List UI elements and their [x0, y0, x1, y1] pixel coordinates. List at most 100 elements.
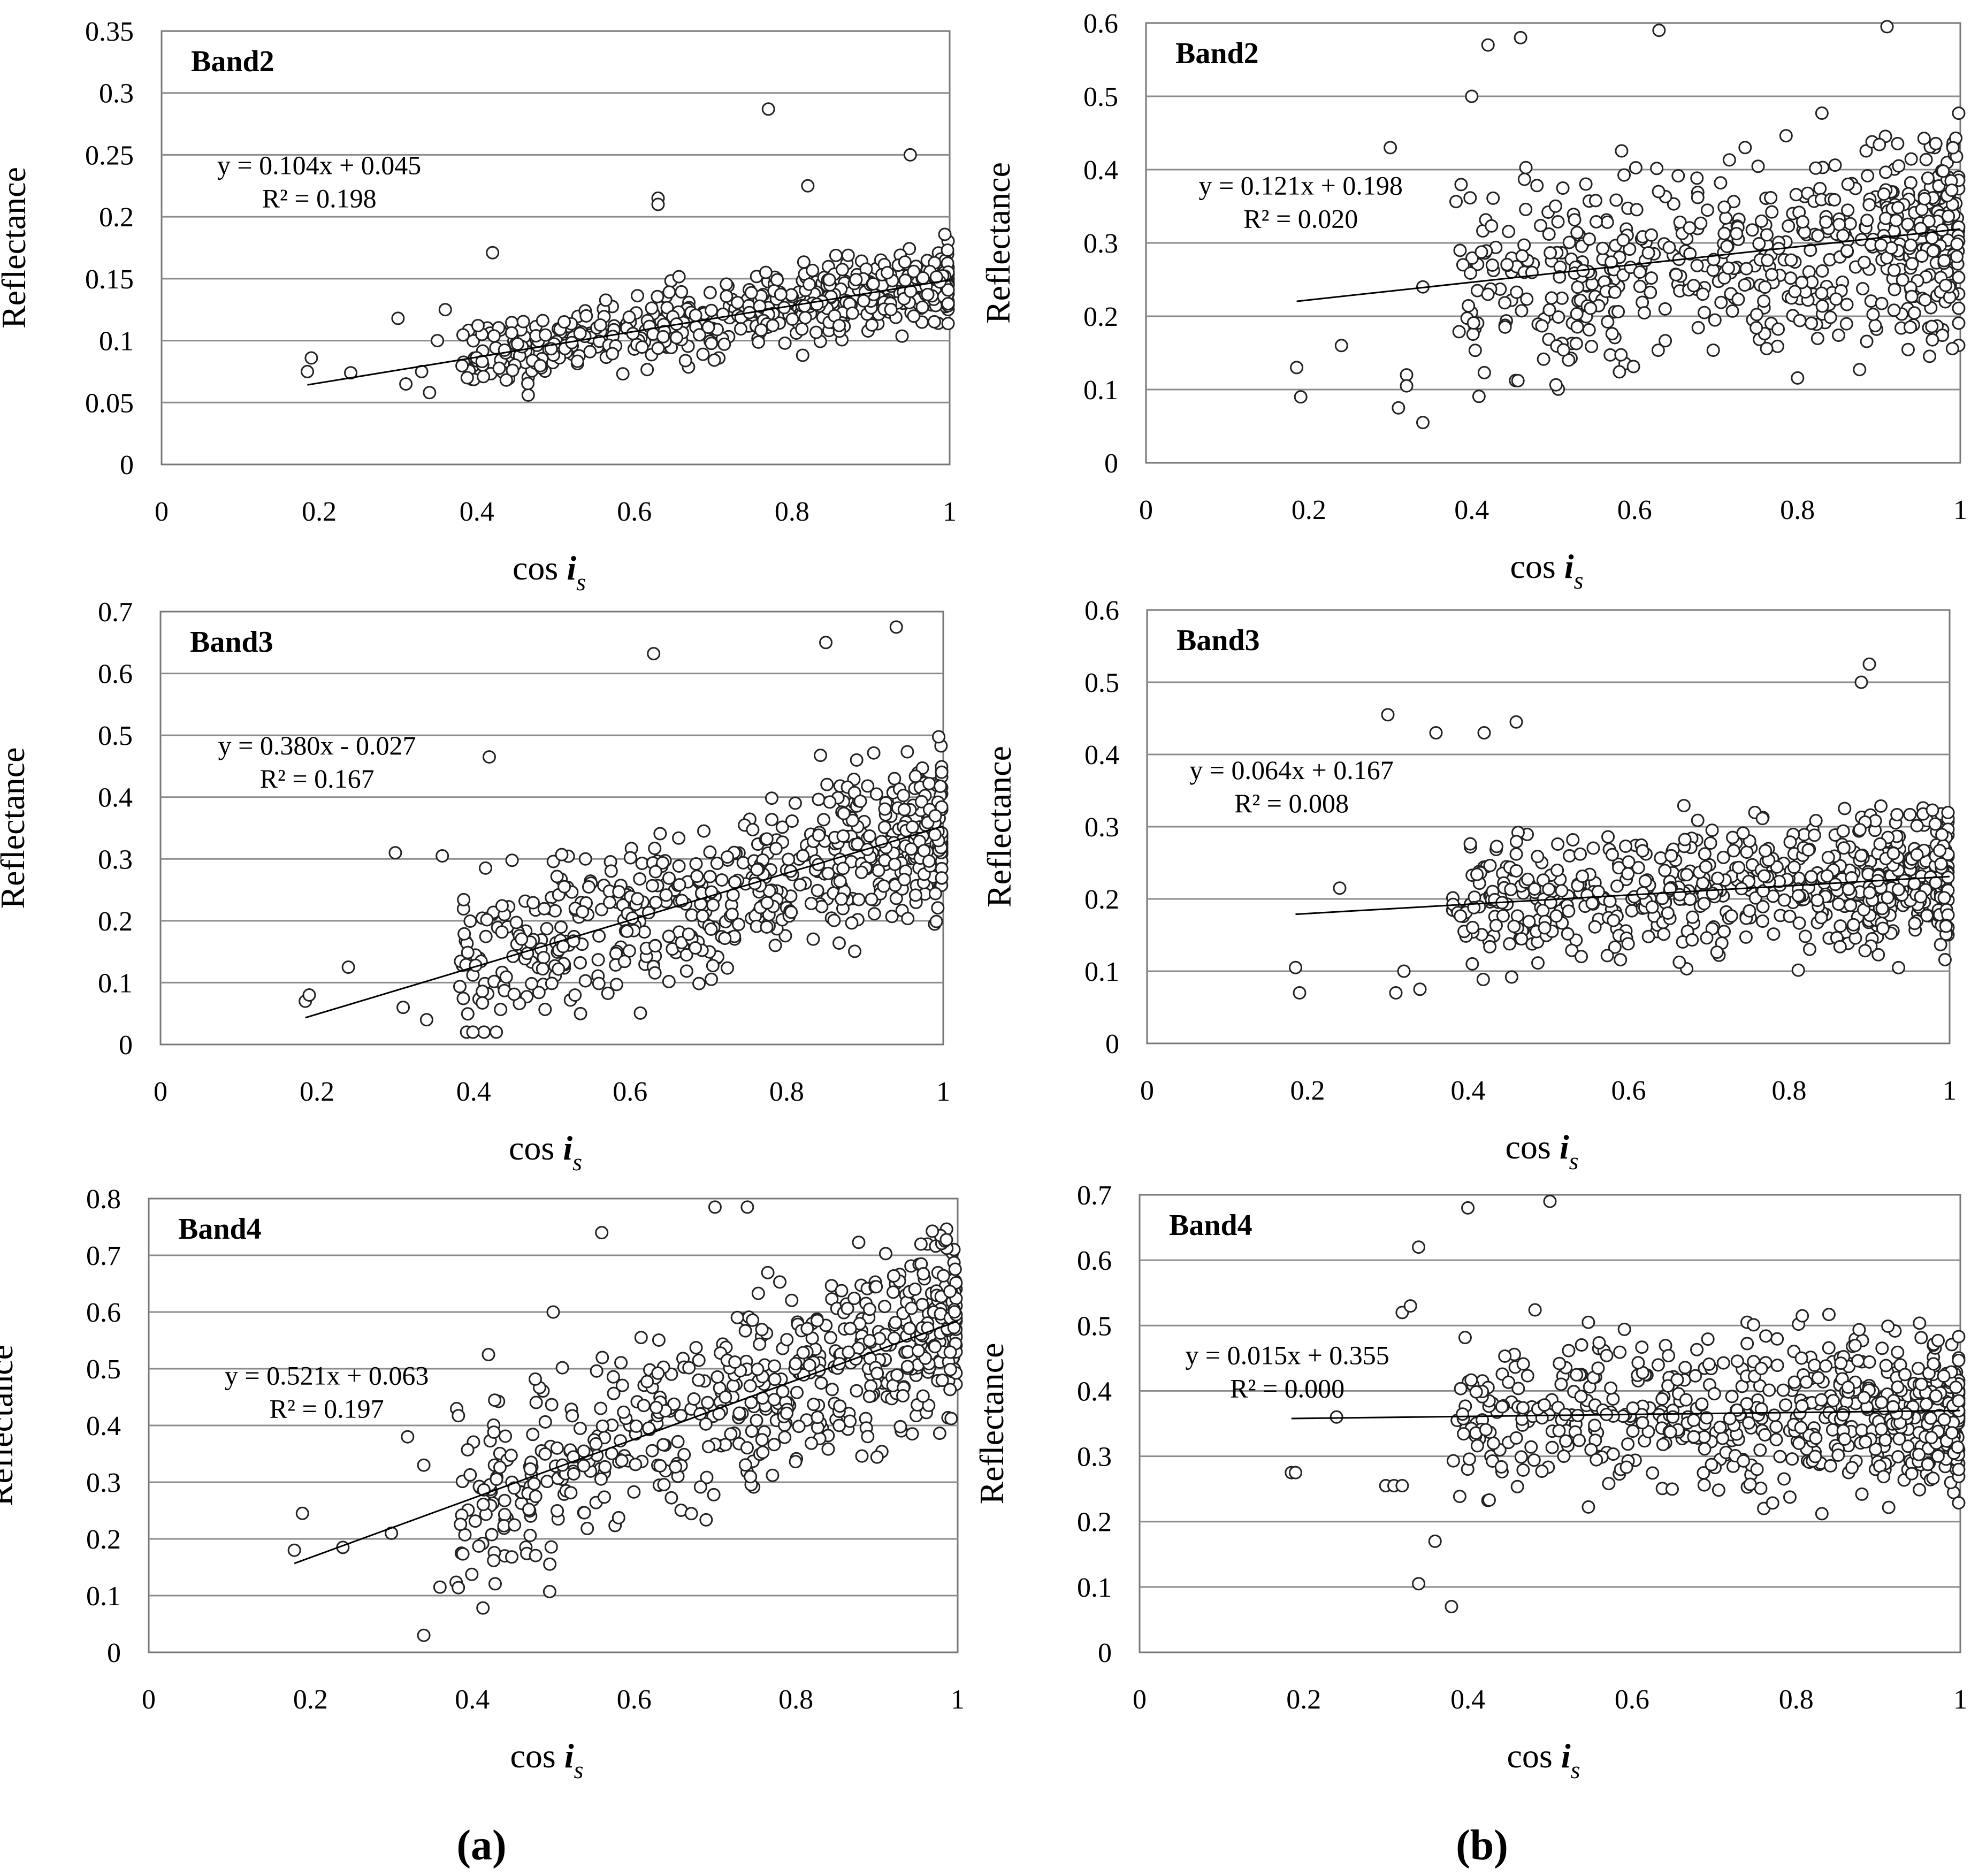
- data-point: [1831, 1448, 1845, 1462]
- y-axis-title: Reflectance: [0, 167, 33, 329]
- data-point: [1548, 199, 1562, 213]
- data-point: [865, 893, 878, 906]
- data-point: [1530, 179, 1544, 193]
- data-point: [1802, 942, 1816, 956]
- data-point: [1788, 285, 1802, 299]
- data-point: [653, 1459, 667, 1473]
- data-point: [1919, 152, 1933, 166]
- data-point: [1932, 844, 1946, 858]
- data-point: [506, 363, 520, 377]
- data-point: [1925, 319, 1939, 333]
- scatter-points: [1285, 1194, 1966, 1613]
- data-point: [1571, 280, 1585, 294]
- data-point: [928, 887, 942, 901]
- data-point: [1527, 1453, 1541, 1467]
- data-point: [1652, 185, 1666, 199]
- data-point: [803, 1358, 816, 1372]
- data-point: [564, 1486, 578, 1500]
- data-point: [1617, 168, 1631, 182]
- data-point: [633, 1006, 647, 1020]
- x-axis-title: cos is: [510, 1737, 584, 1783]
- data-point: [1514, 1450, 1528, 1464]
- data-point: [1663, 1425, 1677, 1439]
- data-point: [507, 987, 521, 1001]
- data-point: [692, 1353, 706, 1367]
- data-point: [1392, 401, 1405, 415]
- data-point: [850, 1384, 864, 1398]
- data-point: [1819, 215, 1833, 229]
- data-point: [1601, 830, 1615, 844]
- data-point: [845, 916, 859, 930]
- data-point: [1700, 203, 1714, 217]
- y-axis-title: Reflectance: [973, 1343, 1011, 1505]
- data-point: [1631, 1356, 1645, 1370]
- data-point: [1637, 306, 1651, 320]
- data-point: [1795, 276, 1809, 289]
- data-point: [1931, 1333, 1945, 1347]
- data-point: [612, 885, 626, 899]
- data-point: [753, 299, 767, 313]
- data-point: [633, 872, 647, 886]
- data-point: [1566, 833, 1580, 847]
- data-point: [1429, 726, 1443, 739]
- data-point: [1952, 1353, 1966, 1367]
- data-point: [471, 318, 485, 332]
- data-point: [792, 1420, 806, 1433]
- data-point: [1515, 249, 1529, 263]
- y-tick-label: 0.5: [1084, 668, 1119, 698]
- data-point: [931, 901, 945, 915]
- data-point: [1929, 136, 1943, 150]
- data-point: [1477, 726, 1491, 739]
- data-point: [1937, 254, 1951, 268]
- data-point: [1507, 919, 1521, 933]
- data-point: [1550, 863, 1564, 877]
- data-point: [1779, 129, 1793, 143]
- data-point: [1636, 1416, 1649, 1430]
- data-point: [1607, 913, 1621, 927]
- data-point: [1625, 904, 1639, 918]
- data-point: [1783, 909, 1797, 923]
- data-point: [1452, 325, 1466, 339]
- data-point: [1706, 344, 1720, 357]
- data-point: [505, 1550, 519, 1564]
- data-point: [436, 849, 449, 863]
- data-point: [814, 1376, 828, 1390]
- data-point: [1889, 213, 1903, 227]
- data-point: [1412, 1240, 1426, 1254]
- data-point: [1777, 1472, 1791, 1486]
- data-point: [461, 1443, 475, 1456]
- data-point: [1641, 929, 1655, 943]
- data-point: [1782, 219, 1796, 233]
- data-point: [1784, 253, 1798, 267]
- data-point: [721, 850, 735, 864]
- data-point: [1795, 1399, 1809, 1413]
- data-point: [399, 377, 413, 391]
- data-point: [606, 347, 620, 361]
- data-point: [689, 941, 702, 955]
- data-point: [1570, 320, 1584, 334]
- data-point: [778, 1430, 792, 1444]
- data-point: [656, 330, 670, 344]
- data-point: [1606, 1447, 1620, 1461]
- data-point: [1678, 833, 1692, 847]
- data-point: [635, 340, 649, 354]
- data-point: [825, 1383, 839, 1397]
- data-point: [1864, 294, 1878, 308]
- data-point: [1767, 1408, 1781, 1422]
- data-point: [929, 914, 943, 928]
- data-point: [1807, 828, 1821, 842]
- data-point: [1466, 316, 1480, 330]
- data-point: [1669, 268, 1683, 281]
- data-point: [1879, 1359, 1893, 1372]
- data-point: [1914, 222, 1928, 235]
- data-point: [1891, 883, 1905, 897]
- data-point: [1582, 1315, 1595, 1329]
- data-point: [1945, 184, 1959, 197]
- data-point: [908, 769, 922, 783]
- data-point: [901, 912, 915, 926]
- data-point: [785, 312, 799, 326]
- data-point: [935, 765, 949, 779]
- data-point: [672, 859, 686, 873]
- data-point: [1701, 1332, 1715, 1346]
- data-point: [453, 980, 467, 994]
